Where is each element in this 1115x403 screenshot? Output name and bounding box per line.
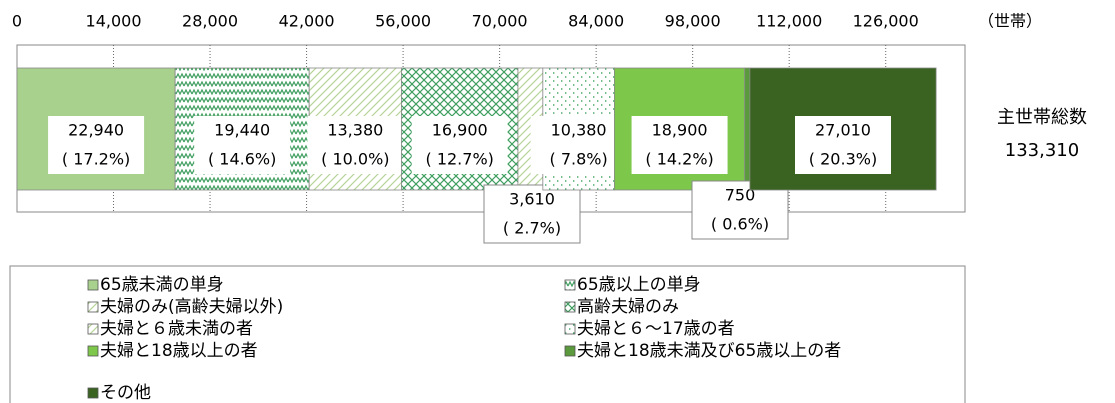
- label-box: [411, 116, 508, 174]
- legend-label: 65歳以上の単身: [577, 275, 701, 295]
- x-tick-label: 112,000: [756, 12, 822, 31]
- bar-segment: [744, 67, 751, 191]
- legend-swatch: [564, 345, 576, 357]
- x-tick-label: 14,000: [86, 12, 142, 31]
- share-label: ( 14.2%): [645, 150, 713, 169]
- x-tick-label: 0: [12, 12, 22, 31]
- legend-swatch: [564, 279, 576, 291]
- legend-swatch: [87, 345, 99, 357]
- share-label: ( 0.6%): [711, 215, 769, 234]
- share-label: ( 12.7%): [425, 150, 493, 169]
- x-tick-label: 28,000: [182, 12, 238, 31]
- value-label: 16,900: [432, 121, 488, 140]
- label-box: [795, 116, 892, 174]
- legend-swatch: [87, 387, 99, 399]
- x-tick-label: 70,000: [472, 12, 528, 31]
- label-box: [48, 116, 145, 174]
- share-label: ( 14.6%): [208, 150, 276, 169]
- axis-unit: （世帯）: [978, 12, 1042, 31]
- legend-swatch: [564, 301, 576, 313]
- label-box: [691, 180, 789, 240]
- share-label: ( 17.2%): [62, 150, 130, 169]
- label-box: [631, 116, 728, 174]
- legend-label: 夫婦と６歳未満の者: [100, 319, 253, 339]
- total-value: 133,310: [1005, 140, 1079, 161]
- label-box: [307, 116, 404, 174]
- x-tick-label: 56,000: [375, 12, 431, 31]
- label-box: [483, 184, 581, 244]
- x-tick-label: 42,000: [279, 12, 335, 31]
- share-label: ( 20.3%): [809, 150, 877, 169]
- label-box: [194, 116, 291, 174]
- legend-swatch: [87, 301, 99, 313]
- value-label: 22,940: [68, 121, 124, 140]
- legend-frame: [9, 265, 966, 403]
- legend-label: 夫婦と18歳以上の者: [100, 341, 258, 361]
- value-label: 19,440: [214, 121, 270, 140]
- legend-swatch: [87, 279, 99, 291]
- x-tick-label: 126,000: [853, 12, 919, 31]
- legend-label: 夫婦のみ(高齢夫婦以外): [100, 297, 283, 317]
- value-label: 3,610: [509, 190, 555, 209]
- value-label: 750: [725, 186, 756, 205]
- share-label: ( 10.0%): [321, 150, 389, 169]
- x-tick-label: 98,000: [665, 12, 721, 31]
- value-label: 27,010: [815, 121, 871, 140]
- share-label: ( 7.8%): [550, 150, 608, 169]
- value-label: 10,380: [551, 121, 607, 140]
- legend-label: 夫婦と６～17歳の者: [577, 319, 735, 339]
- legend-swatch: [87, 323, 99, 335]
- legend-label: 高齢夫婦のみ: [577, 297, 679, 317]
- legend-label: 夫婦と18歳未満及び65歳以上の者: [577, 341, 841, 361]
- share-label: ( 2.7%): [503, 219, 561, 238]
- label-box: [530, 116, 627, 174]
- value-label: 13,380: [327, 121, 383, 140]
- legend-label: その他: [100, 383, 151, 403]
- x-tick-label: 84,000: [568, 12, 624, 31]
- legend-label: 65歳未満の単身: [100, 275, 224, 295]
- value-label: 18,900: [652, 121, 708, 140]
- legend-swatch: [564, 323, 576, 335]
- total-label: 主世帯総数: [997, 107, 1087, 128]
